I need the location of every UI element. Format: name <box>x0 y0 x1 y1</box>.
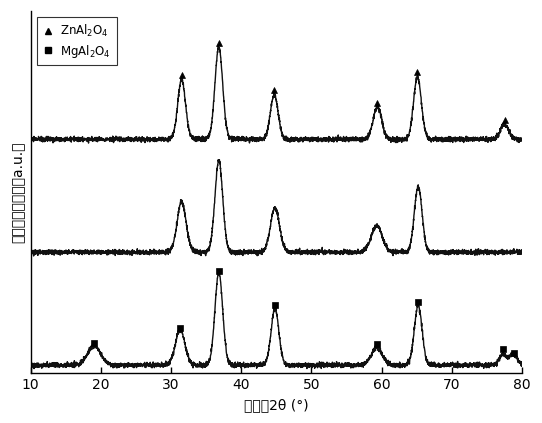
X-axis label: 入射角2θ (°): 入射角2θ (°) <box>244 398 309 412</box>
Y-axis label: 衰射峰信号强度（a.u.）: 衰射峰信号强度（a.u.） <box>11 142 25 243</box>
Legend: ZnAl$_2$O$_4$, MgAl$_2$O$_4$: ZnAl$_2$O$_4$, MgAl$_2$O$_4$ <box>36 17 117 66</box>
